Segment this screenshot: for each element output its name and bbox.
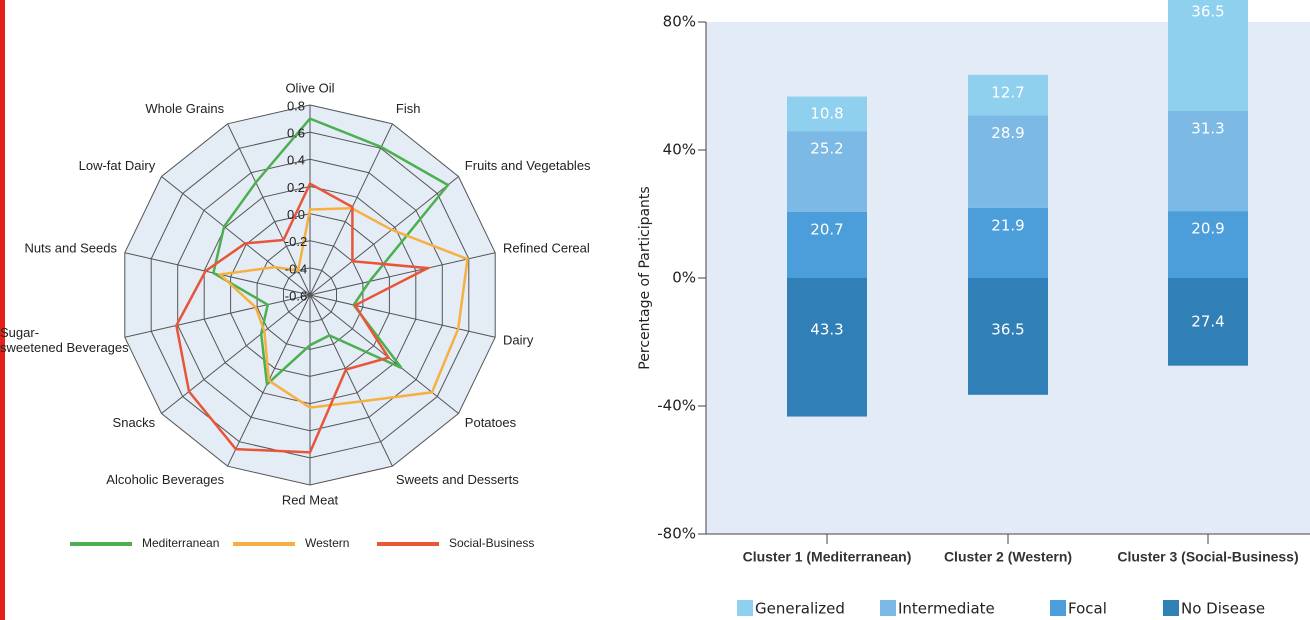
category-label-line: sweetened Beverages bbox=[0, 340, 129, 355]
bar-segment bbox=[1168, 278, 1248, 366]
legend-label: Focal bbox=[1068, 600, 1107, 618]
bar-segment bbox=[968, 74, 1048, 116]
r-tick-label: 0.4 bbox=[287, 153, 305, 168]
value-label: 12.7 bbox=[991, 83, 1024, 101]
series-line bbox=[175, 181, 433, 454]
bar-segment bbox=[1168, 110, 1248, 212]
bar-segment bbox=[968, 115, 1048, 208]
r-tick-label: 0.8 bbox=[287, 98, 305, 113]
edge-strip bbox=[0, 0, 5, 620]
spoke bbox=[309, 294, 393, 467]
bar-segment bbox=[787, 96, 867, 132]
r-tick-label: 0.6 bbox=[287, 126, 305, 141]
category-label: Low-fat Dairy bbox=[79, 158, 156, 173]
x-tick-label: Cluster 1 (Mediterranean) bbox=[743, 549, 912, 565]
value-label: 36.5 bbox=[991, 321, 1024, 339]
spoke bbox=[124, 252, 311, 296]
series-line bbox=[217, 206, 469, 409]
bar-segment bbox=[787, 211, 867, 278]
series-line bbox=[211, 117, 450, 387]
bar-chart: 80% 40% 0% -40% -80% Percentage of Participan… bbox=[637, 0, 1310, 618]
radar-chart: 0.8 0.6 0.4 0.2 0.0 -0.2 -0.4 -0.6 Olive Oil Fish… bbox=[0, 80, 591, 550]
legend-label: Social-Business bbox=[449, 536, 534, 550]
category-label: Potatoes bbox=[465, 415, 517, 430]
y-tick-label: 80% bbox=[663, 13, 696, 31]
value-label: 20.9 bbox=[1191, 220, 1224, 238]
bar-segment bbox=[968, 278, 1048, 395]
spoke bbox=[309, 176, 459, 296]
value-label: 27.4 bbox=[1191, 312, 1224, 330]
category-label: Fish bbox=[396, 101, 421, 116]
value-label: 10.8 bbox=[810, 104, 843, 122]
category-label: Alcoholic Beverages bbox=[106, 472, 224, 487]
category-label: Fruits and Vegetables bbox=[465, 158, 591, 173]
value-label: 25.2 bbox=[810, 140, 843, 158]
legend-swatch bbox=[880, 600, 896, 616]
category-label: Sweets and Desserts bbox=[396, 472, 519, 487]
legend-swatch bbox=[1050, 600, 1066, 616]
category-label: Whole Grains bbox=[145, 101, 224, 116]
value-label: 36.5 bbox=[1191, 3, 1224, 21]
value-label: 20.7 bbox=[810, 220, 843, 238]
y-axis-label: Percentage of Participants bbox=[637, 186, 653, 369]
r-tick-label: 0.2 bbox=[287, 180, 305, 195]
legend-label: Generalized bbox=[755, 600, 845, 618]
legend-label: Western bbox=[305, 536, 349, 550]
spoke bbox=[309, 294, 496, 338]
spoke bbox=[161, 176, 311, 296]
category-label: Dairy bbox=[503, 332, 534, 347]
spoke bbox=[124, 294, 311, 338]
category-label: Refined Cereal bbox=[503, 241, 590, 256]
spoke bbox=[309, 294, 459, 414]
legend-swatch bbox=[737, 600, 753, 616]
category-label: Red Meat bbox=[282, 492, 339, 507]
r-tick-label: -0.6 bbox=[285, 288, 307, 303]
category-label: Nuts and Seeds bbox=[24, 241, 117, 256]
y-tick-label: -40% bbox=[657, 397, 696, 415]
spoke bbox=[161, 294, 311, 414]
category-label: Olive Oil bbox=[285, 80, 334, 95]
x-tick-label: Cluster 2 (Western) bbox=[944, 549, 1072, 565]
y-tick-label: -80% bbox=[657, 525, 696, 543]
x-tick-label: Cluster 3 (Social-Business) bbox=[1117, 549, 1298, 565]
category-label: Snacks bbox=[113, 415, 156, 430]
bar-segment bbox=[787, 278, 867, 417]
bar-segment bbox=[1168, 0, 1248, 111]
legend-label: Mediterranean bbox=[142, 536, 219, 550]
y-tick-label: 0% bbox=[672, 269, 696, 287]
bar-segment bbox=[968, 207, 1048, 278]
y-tick-label: 40% bbox=[663, 141, 696, 159]
spoke bbox=[227, 123, 311, 296]
legend-swatch bbox=[1163, 600, 1179, 616]
spoke bbox=[309, 252, 496, 296]
bar-segment bbox=[1168, 211, 1248, 278]
r-tick-label: 0.0 bbox=[287, 207, 305, 222]
legend-label: Intermediate bbox=[898, 600, 995, 618]
category-label-line: Sugar- bbox=[0, 325, 39, 340]
value-label: 21.9 bbox=[991, 216, 1024, 234]
bar-segment bbox=[787, 131, 867, 212]
value-label: 31.3 bbox=[1191, 119, 1224, 137]
r-tick-label: -0.2 bbox=[285, 234, 307, 249]
value-label: 28.9 bbox=[991, 124, 1024, 142]
value-label: 43.3 bbox=[810, 321, 843, 339]
category-label: Sugar-sweetened Beverages bbox=[0, 325, 129, 355]
r-tick-label: -0.4 bbox=[285, 261, 307, 276]
legend-label: No Disease bbox=[1181, 600, 1265, 618]
